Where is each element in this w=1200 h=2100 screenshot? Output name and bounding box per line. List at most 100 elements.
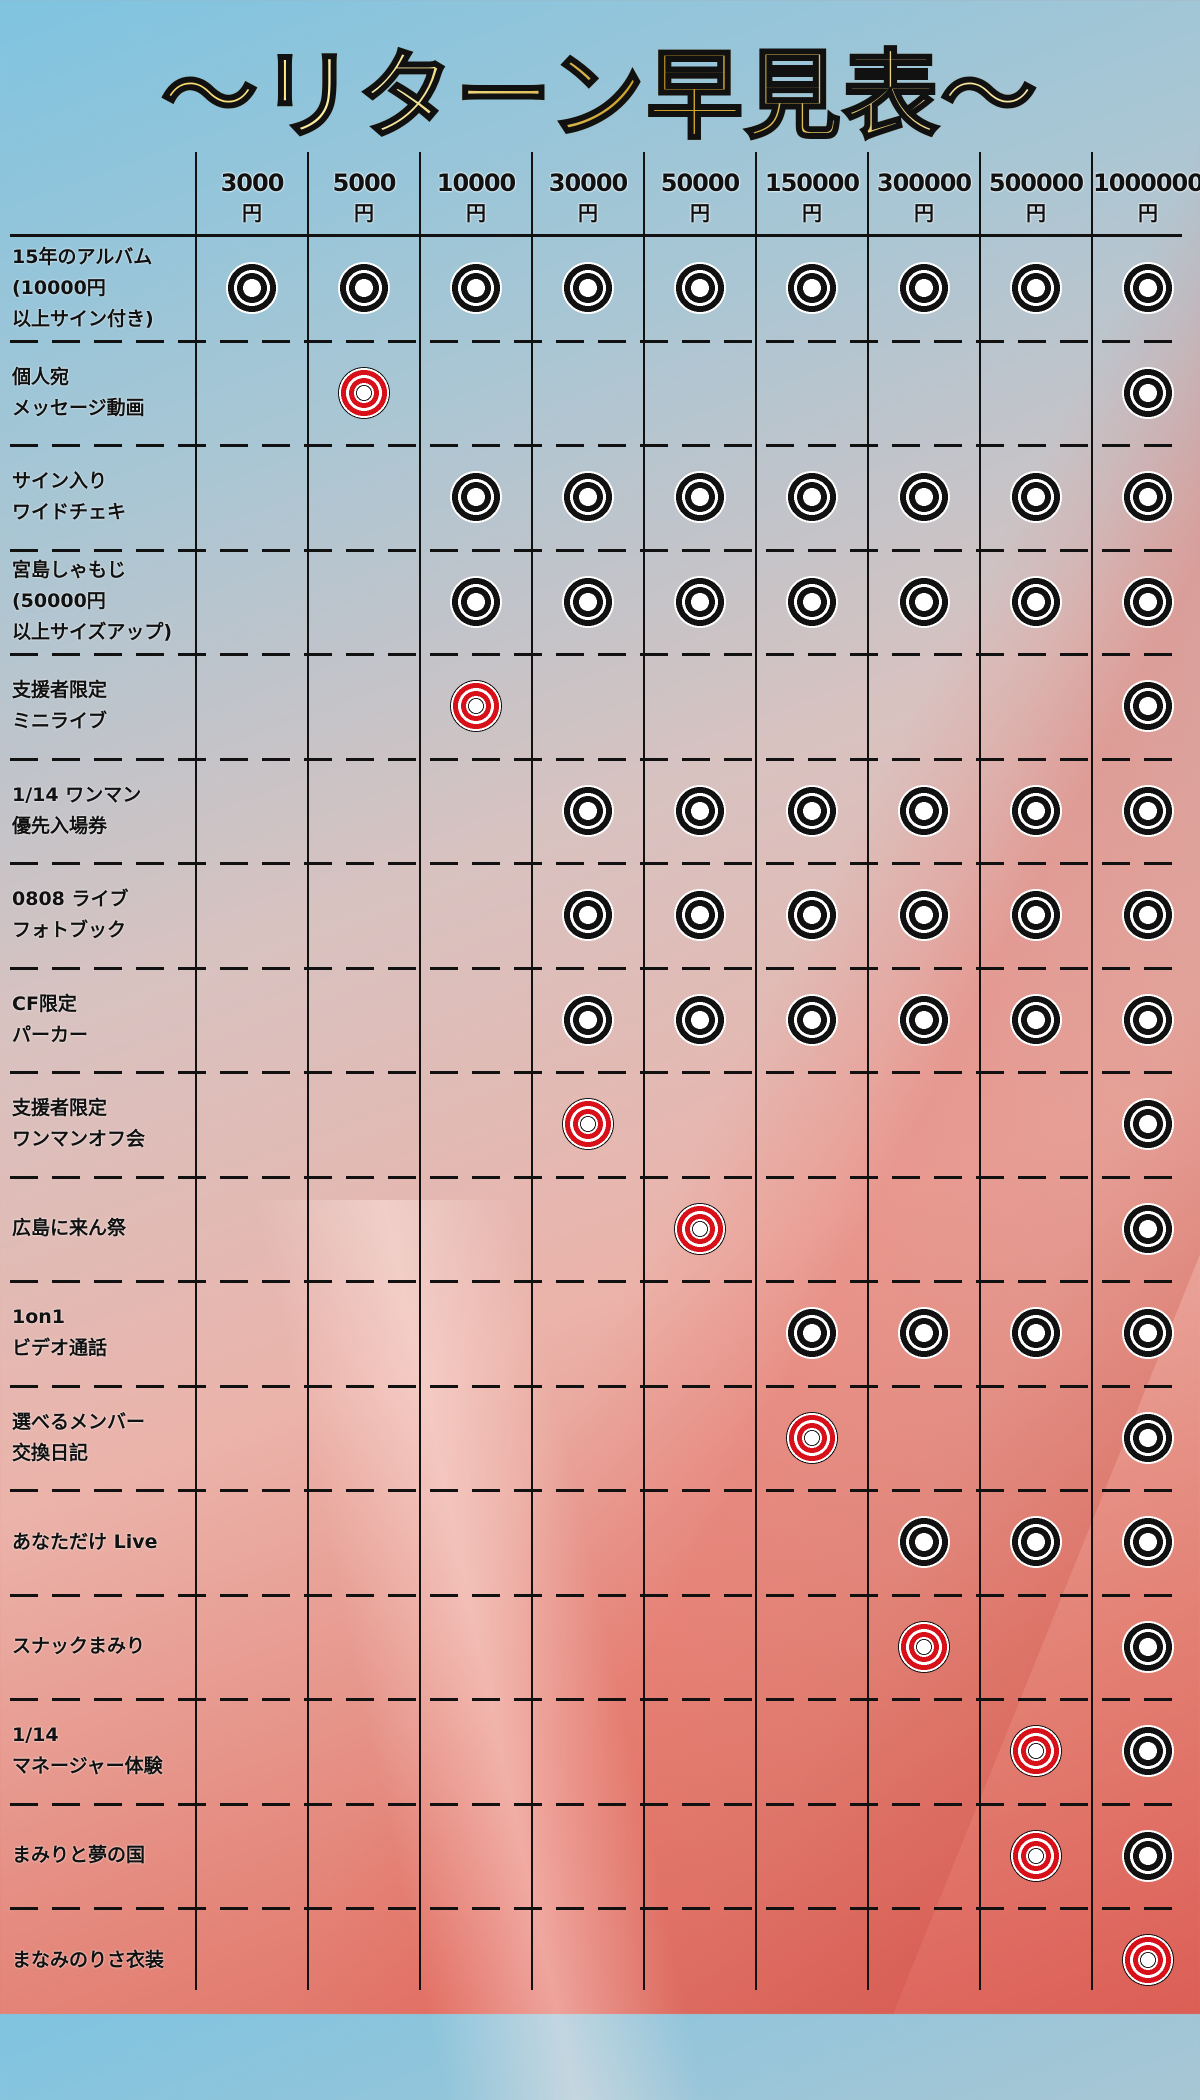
row-label: 個人宛 メッセージ動画	[12, 341, 197, 446]
double-circle-icon	[898, 889, 950, 942]
column-header-300000: 300000 円	[868, 168, 980, 228]
row-label: スナックまみり	[12, 1595, 197, 1700]
column-header-3000: 3000 円	[196, 168, 308, 228]
red-double-circle-icon	[450, 680, 502, 733]
price-amount: 10000	[436, 169, 517, 197]
double-circle-icon	[1122, 1411, 1174, 1464]
double-circle-icon	[338, 262, 390, 315]
double-circle-icon	[1122, 889, 1174, 942]
page-title: 〜リターン早見表〜	[0, 18, 1200, 157]
row-label-line: 宮島しゃもじ	[12, 559, 127, 582]
row-label-line: 選べるメンバー	[12, 1410, 146, 1433]
double-circle-icon	[898, 575, 950, 628]
double-circle-icon	[1122, 1307, 1174, 1360]
row-label-line: 個人宛	[12, 365, 70, 388]
double-circle-icon	[562, 784, 614, 837]
double-circle-icon	[898, 471, 950, 524]
price-amount: 500000	[988, 169, 1084, 197]
double-circle-icon	[674, 784, 726, 837]
row-label-line: 支援者限定	[12, 1097, 108, 1120]
price-unit: 円	[242, 201, 262, 225]
red-double-circle-icon	[1010, 1829, 1062, 1882]
row-divider	[10, 966, 1182, 970]
red-double-circle-icon	[674, 1202, 726, 1255]
price-unit: 円	[914, 201, 934, 225]
row-label-line: 優先入場券	[12, 814, 108, 837]
double-circle-icon	[562, 889, 614, 942]
double-circle-icon	[1010, 889, 1062, 942]
double-circle-icon	[1122, 366, 1174, 419]
double-circle-icon	[226, 262, 278, 315]
double-circle-icon	[1122, 993, 1174, 1046]
row-label: 15年のアルバム (10000円 以上サイン付き)	[12, 236, 197, 341]
double-circle-icon	[562, 471, 614, 524]
price-unit: 円	[1138, 201, 1158, 225]
row-divider	[10, 862, 1182, 865]
row-label-line: 以上サイズアップ)	[12, 621, 173, 644]
row-label-line: CF限定	[12, 992, 77, 1015]
double-circle-icon	[674, 889, 726, 942]
double-circle-icon	[786, 471, 838, 524]
double-circle-icon	[786, 262, 838, 315]
double-circle-icon	[450, 262, 502, 315]
column-header-50000: 50000 円	[644, 168, 756, 228]
row-label: 支援者限定 ミニライブ	[12, 654, 197, 759]
double-circle-icon	[786, 1307, 838, 1360]
row-divider	[10, 1907, 1182, 1910]
row-label-line: ミニライブ	[12, 710, 108, 733]
double-circle-icon	[562, 993, 614, 1046]
row-label-line: ワイドチェキ	[12, 501, 127, 524]
row-divider	[10, 1802, 1182, 1806]
price-amount: 300000	[876, 169, 972, 197]
double-circle-icon	[786, 889, 838, 942]
red-double-circle-icon	[338, 366, 390, 419]
double-circle-icon	[786, 784, 838, 837]
row-label-line: 以上サイン付き)	[12, 307, 154, 330]
double-circle-icon	[898, 1516, 950, 1569]
row-label: あなただけ Live	[12, 1490, 197, 1595]
double-circle-icon	[1122, 784, 1174, 837]
price-amount: 50000	[660, 169, 741, 197]
row-label-line: まなみのりさ衣装	[12, 1948, 165, 1971]
row-label: 1on1 ビデオ通話	[12, 1281, 197, 1386]
row-label-line: ワンマンオフ会	[12, 1128, 146, 1151]
price-amount: 30000	[548, 169, 629, 197]
price-unit: 円	[466, 201, 486, 225]
row-label-line: (50000円	[12, 590, 106, 613]
column-header-500000: 500000 円	[980, 168, 1092, 228]
row-label: サイン入り ワイドチェキ	[12, 445, 197, 550]
row-label-line: (10000円	[12, 276, 106, 299]
row-label-line: 広島に来ん祭	[12, 1217, 127, 1240]
double-circle-icon	[898, 1307, 950, 1360]
row-label: 宮島しゃもじ (50000円以上サイズアップ)	[12, 550, 197, 655]
row-label: 1/14 ワンマン 優先入場券	[12, 759, 197, 864]
red-double-circle-icon	[1010, 1725, 1062, 1778]
row-divider	[10, 1593, 1182, 1597]
double-circle-icon	[1122, 575, 1174, 628]
row-divider	[10, 1280, 1182, 1283]
double-circle-icon	[562, 262, 614, 315]
row-divider	[10, 1489, 1182, 1492]
red-double-circle-icon	[562, 1098, 614, 1151]
row-label-line: パーカー	[12, 1023, 89, 1046]
row-divider	[10, 653, 1182, 656]
background-streak	[254, 1200, 706, 2100]
double-circle-icon	[898, 784, 950, 837]
row-label-line: まみりと夢の国	[12, 1844, 146, 1867]
row-divider	[10, 1071, 1182, 1074]
double-circle-icon	[1122, 1516, 1174, 1569]
double-circle-icon	[450, 471, 502, 524]
row-divider	[10, 757, 1182, 761]
double-circle-icon	[674, 262, 726, 315]
double-circle-icon	[674, 471, 726, 524]
price-amount: 150000	[764, 169, 860, 197]
row-divider	[10, 444, 1182, 447]
double-circle-icon	[1010, 1307, 1062, 1360]
double-circle-icon	[898, 993, 950, 1046]
double-circle-icon	[898, 262, 950, 315]
row-label-line: 0808 ライブ	[12, 888, 129, 911]
red-double-circle-icon	[898, 1620, 950, 1673]
row-divider	[10, 1698, 1182, 1701]
price-unit: 円	[802, 201, 822, 225]
double-circle-icon	[1122, 471, 1174, 524]
